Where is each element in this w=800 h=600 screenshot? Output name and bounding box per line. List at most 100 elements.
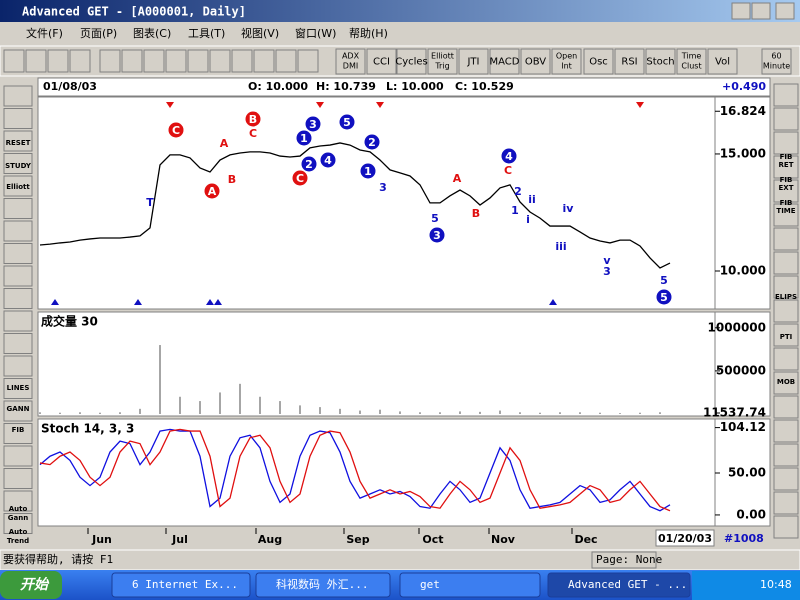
right-tool-icon[interactable] xyxy=(773,347,799,371)
wave-label: C xyxy=(172,124,180,137)
left-tool-icon[interactable] xyxy=(3,198,33,219)
tool-icon[interactable] xyxy=(253,49,275,73)
left-tool-icon[interactable] xyxy=(3,355,33,377)
wave-circle xyxy=(364,134,380,150)
menu-item[interactable]: 帮助(H) xyxy=(349,26,388,40)
volume-bar xyxy=(39,412,41,414)
indicator-button[interactable] xyxy=(366,48,397,75)
right-tool-icon[interactable] xyxy=(773,491,799,515)
menu-item[interactable]: 工具(T) xyxy=(188,27,225,40)
tool-icon[interactable] xyxy=(47,49,69,73)
tool-icon[interactable] xyxy=(231,49,253,73)
tool-icon[interactable] xyxy=(143,49,165,73)
right-tool-icon[interactable] xyxy=(773,419,799,443)
tool-icon[interactable] xyxy=(275,49,297,73)
menu-item[interactable]: 视图(V) xyxy=(241,26,279,40)
left-tool-icon[interactable] xyxy=(3,265,33,287)
indicator-button[interactable] xyxy=(761,48,792,75)
task-button[interactable] xyxy=(255,572,391,598)
left-tool-icon[interactable] xyxy=(3,310,33,332)
header-change: +0.490 xyxy=(722,80,766,93)
left-tool-icon[interactable] xyxy=(3,490,33,512)
tool-icon[interactable] xyxy=(209,49,231,73)
right-tool-icon[interactable] xyxy=(773,83,799,107)
left-tool-icon[interactable] xyxy=(3,333,33,354)
right-tool-icon[interactable] xyxy=(773,179,799,203)
left-tool-icon[interactable] xyxy=(3,445,33,467)
cycle-marker xyxy=(166,102,174,108)
right-tool-icon[interactable] xyxy=(773,155,799,179)
start-button[interactable] xyxy=(0,571,62,599)
close-button[interactable] xyxy=(775,2,795,20)
left-tool-icon[interactable] xyxy=(3,288,33,309)
task-button[interactable] xyxy=(111,572,251,598)
right-tool-icon[interactable] xyxy=(773,275,799,299)
wave-circle xyxy=(245,111,261,127)
left-tool-icon[interactable] xyxy=(3,220,33,242)
tool-icon[interactable] xyxy=(69,49,91,73)
left-tool-icon[interactable] xyxy=(3,378,33,399)
left-tool-icon[interactable] xyxy=(3,513,33,534)
wave-circle xyxy=(320,152,336,168)
right-tool-icon[interactable] xyxy=(773,251,799,275)
indicator-button[interactable] xyxy=(396,48,427,75)
left-tool-icon[interactable] xyxy=(3,400,33,422)
indicator-button[interactable] xyxy=(520,48,551,75)
volume-bar xyxy=(299,405,301,414)
menu-item[interactable]: 图表(C) xyxy=(133,26,171,40)
header-close: C: 10.529 xyxy=(455,80,514,93)
maximize-button[interactable] xyxy=(751,2,771,20)
tool-icon[interactable] xyxy=(121,49,143,73)
volume-bar xyxy=(479,411,481,414)
indicator-button[interactable] xyxy=(707,48,738,75)
indicator-button[interactable] xyxy=(427,48,458,75)
tool-icon[interactable] xyxy=(99,49,121,73)
indicator-button[interactable] xyxy=(551,48,582,75)
clock: 10:48 xyxy=(760,578,792,591)
volume-bar xyxy=(259,396,261,414)
volume-bar xyxy=(219,392,221,414)
left-tool-icon[interactable] xyxy=(3,108,33,129)
right-tool-icon[interactable] xyxy=(773,395,799,419)
left-tool-icon[interactable] xyxy=(3,175,33,197)
right-tool-icon[interactable] xyxy=(773,107,799,131)
right-tool-icon[interactable] xyxy=(773,323,799,347)
tool-icon[interactable] xyxy=(3,49,25,73)
left-tool-icon[interactable] xyxy=(3,130,33,152)
menu-item[interactable]: 窗口(W) xyxy=(295,26,336,40)
menu-item[interactable]: 文件(F) xyxy=(26,26,63,40)
tool-icon[interactable] xyxy=(165,49,187,73)
indicator-button[interactable] xyxy=(645,48,676,75)
right-tool-icon[interactable] xyxy=(773,299,799,323)
cycle-marker xyxy=(134,299,142,305)
left-tool-icon[interactable] xyxy=(3,468,33,489)
right-tool-icon[interactable] xyxy=(773,203,799,227)
minimize-button[interactable] xyxy=(731,2,751,20)
right-tool-icon[interactable] xyxy=(773,227,799,251)
right-tool-icon[interactable] xyxy=(773,467,799,491)
right-tool-label: MOB xyxy=(777,378,795,386)
left-tool-icon[interactable] xyxy=(3,243,33,264)
left-tool-icon[interactable] xyxy=(3,153,33,174)
task-label: 科视数码 外汇... xyxy=(276,577,369,591)
indicator-button[interactable] xyxy=(335,48,366,75)
indicator-button[interactable] xyxy=(489,48,520,75)
right-tool-icon[interactable] xyxy=(773,515,799,539)
left-tool-icon[interactable] xyxy=(3,423,33,444)
indicator-button[interactable] xyxy=(614,48,645,75)
indicator-button[interactable] xyxy=(583,48,614,75)
menu-item[interactable]: 页面(P) xyxy=(80,27,117,40)
left-tool-icon[interactable] xyxy=(3,85,33,107)
x-tick-label: Dec xyxy=(574,533,597,546)
task-button[interactable] xyxy=(399,572,541,598)
tool-icon[interactable] xyxy=(25,49,47,73)
tool-icon[interactable] xyxy=(187,49,209,73)
wave-circle xyxy=(168,122,184,138)
right-tool-icon[interactable] xyxy=(773,371,799,395)
tool-icon[interactable] xyxy=(297,49,319,73)
indicator-button[interactable] xyxy=(676,48,707,75)
task-button[interactable] xyxy=(547,572,691,598)
indicator-button[interactable] xyxy=(458,48,489,75)
right-tool-icon[interactable] xyxy=(773,131,799,155)
right-tool-icon[interactable] xyxy=(773,443,799,467)
